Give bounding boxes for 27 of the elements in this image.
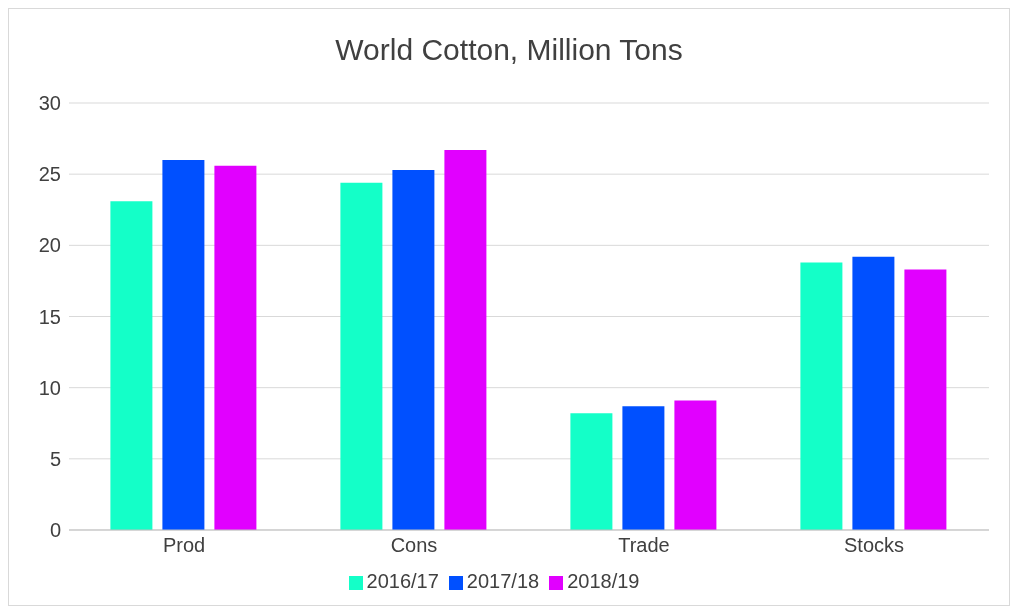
bar: [800, 262, 843, 530]
chart-title: World Cotton, Million Tons: [334, 32, 684, 68]
bar: [570, 413, 613, 530]
y-tick-label: 0: [49, 519, 61, 542]
bar: [622, 406, 665, 530]
legend-label: 2018/19: [567, 570, 640, 592]
legend-label: 2016/17: [366, 570, 439, 592]
y-tick-label: 20: [38, 234, 61, 257]
bar: [852, 256, 895, 530]
y-tick-label: 5: [49, 447, 61, 470]
x-tick-label: Cons: [390, 534, 438, 557]
x-tick-label: Stocks: [843, 534, 905, 557]
legend-label: 2017/18: [466, 570, 540, 592]
bar: [214, 165, 257, 530]
x-tick-label: Trade: [618, 534, 670, 557]
y-tick-label: 25: [38, 163, 61, 186]
y-tick-label: 15: [38, 305, 61, 328]
bar: [392, 169, 435, 530]
bar: [340, 182, 383, 530]
y-tick-label: 10: [38, 376, 61, 399]
y-tick-label: 30: [38, 92, 61, 115]
bar: [904, 269, 947, 530]
bar: [674, 400, 717, 530]
bar: [110, 201, 153, 530]
x-tick-label: Prod: [162, 534, 206, 557]
bar: [162, 159, 205, 530]
bar: [444, 149, 487, 530]
